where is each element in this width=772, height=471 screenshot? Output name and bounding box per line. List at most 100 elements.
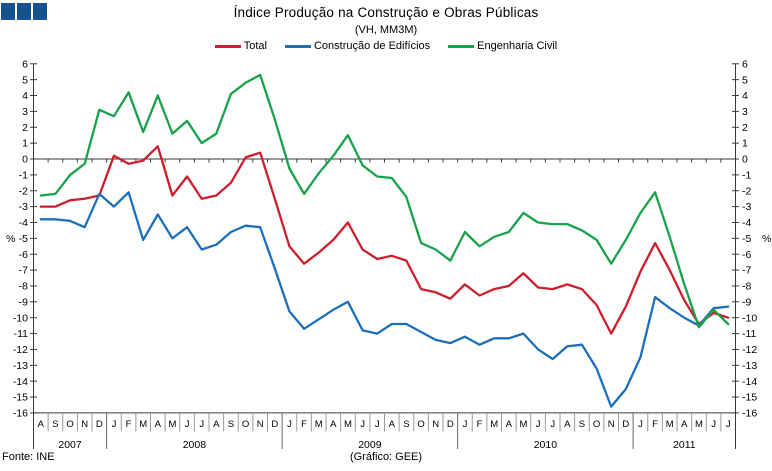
month-label: S [52, 419, 58, 430]
month-label: J [550, 419, 555, 430]
month-label: J [199, 419, 204, 430]
legend-label: Total [243, 40, 267, 52]
logo-square-icon [17, 3, 31, 20]
y-tick-label-left: -4 [19, 217, 28, 229]
month-label: J [711, 419, 716, 430]
month-label: M [695, 419, 703, 430]
month-label: M [519, 419, 527, 430]
y-tick-label-left: -10 [13, 312, 28, 324]
y-tick-label-left: -5 [19, 233, 28, 245]
credit-note: (Gráfico: GEE) [349, 451, 423, 463]
y-tick-label-right: -2 [742, 185, 751, 197]
month-label: M [344, 419, 352, 430]
y-tick-label-right: -8 [742, 281, 751, 293]
month-label: D [271, 419, 278, 430]
month-label: N [432, 419, 439, 430]
y-axis-unit-left: % [6, 233, 15, 245]
month-label: F [126, 419, 132, 430]
y-tick-label-right: -7 [742, 265, 751, 277]
legend-item-engenharia-civil: Engenharia Civil [448, 40, 557, 52]
month-label: A [330, 419, 337, 430]
y-tick-label-right: -9 [742, 296, 751, 308]
y-tick-label-right: -4 [742, 217, 751, 229]
y-tick-label-left: -9 [19, 296, 28, 308]
year-label: 2007 [58, 439, 82, 451]
y-tick-label-right: 5 [742, 74, 748, 86]
y-tick-label-right: -13 [742, 360, 757, 372]
y-tick-label-left: -13 [13, 360, 28, 372]
y-tick-label-right: -5 [742, 233, 751, 245]
month-label: D [622, 419, 629, 430]
month-label: N [257, 419, 264, 430]
y-tick-label-left: -12 [13, 344, 28, 356]
month-label: S [403, 419, 409, 430]
month-label: J [726, 419, 731, 430]
y-tick-label-left: 4 [22, 90, 28, 102]
month-label: D [447, 419, 454, 430]
y-tick-label-right: 1 [742, 138, 748, 150]
year-label: 2010 [534, 439, 558, 451]
series-line-total [39, 145, 730, 335]
legend-line-swatch-total [214, 44, 241, 48]
y-tick-label-right: -15 [742, 392, 757, 404]
y-tick-label-right: 0 [742, 154, 748, 166]
month-label: F [477, 419, 483, 430]
y-tick-label-left: 1 [22, 138, 28, 150]
month-label: O [417, 419, 424, 430]
y-tick-label-left: -3 [19, 201, 28, 213]
y-tick-label-right: -11 [742, 328, 757, 340]
month-label: A [564, 419, 571, 430]
y-tick-label-left: -15 [13, 392, 28, 404]
y-tick-label-right: -1 [742, 169, 751, 181]
month-label: D [96, 419, 103, 430]
y-tick-label-right: 3 [742, 106, 748, 118]
month-label: M [168, 419, 176, 430]
month-label: J [360, 419, 365, 430]
y-tick-label-right: -3 [742, 201, 751, 213]
y-tick-label-left: 6 [22, 58, 28, 70]
month-label: A [389, 419, 396, 430]
y-tick-label-left: 0 [22, 154, 28, 166]
legend-item-total: Total [214, 40, 267, 52]
month-label: J [638, 419, 643, 430]
month-label: F [301, 419, 307, 430]
month-label: M [315, 419, 323, 430]
y-tick-label-right: -6 [742, 249, 751, 261]
legend-item-construcao-edificios: Construção de Edifícios [284, 40, 430, 52]
month-label: J [185, 419, 190, 430]
month-label: J [375, 419, 380, 430]
month-label: O [66, 419, 73, 430]
month-label: N [608, 419, 615, 430]
legend: Total Construção de Edifícios Engenharia… [0, 40, 772, 52]
legend-label: Engenharia Civil [477, 40, 558, 52]
y-tick-label-left: 3 [22, 106, 28, 118]
month-label: A [155, 419, 162, 430]
month-label: J [536, 419, 541, 430]
y-tick-label-left: 5 [22, 74, 28, 86]
month-label: J [463, 419, 468, 430]
y-tick-label-left: 2 [22, 122, 28, 134]
series-line-engenharia-civil [39, 73, 730, 329]
y-tick-label-left: -1 [19, 169, 28, 181]
month-label: S [579, 419, 585, 430]
y-tick-label-right: 2 [742, 122, 748, 134]
y-tick-label-left: -7 [19, 265, 28, 277]
month-label: A [38, 419, 45, 430]
legend-line-swatch-engenharia-civil [448, 44, 475, 48]
y-tick-label-right: -12 [742, 344, 757, 356]
logo [1, 3, 47, 20]
year-label: 2011 [673, 439, 696, 451]
y-tick-label-right: 6 [742, 58, 748, 70]
month-label: J [112, 419, 117, 430]
y-tick-label-left: -11 [14, 328, 29, 340]
logo-square-icon [1, 3, 15, 20]
month-label: A [506, 419, 513, 430]
legend-line-swatch-construcao-edificios [284, 44, 311, 48]
month-label: S [228, 419, 234, 430]
y-tick-label-right: -14 [742, 376, 757, 388]
y-tick-label-left: -2 [19, 185, 28, 197]
y-tick-label-left: -14 [13, 376, 28, 388]
y-tick-label-right: -10 [742, 312, 757, 324]
month-label: M [666, 419, 674, 430]
